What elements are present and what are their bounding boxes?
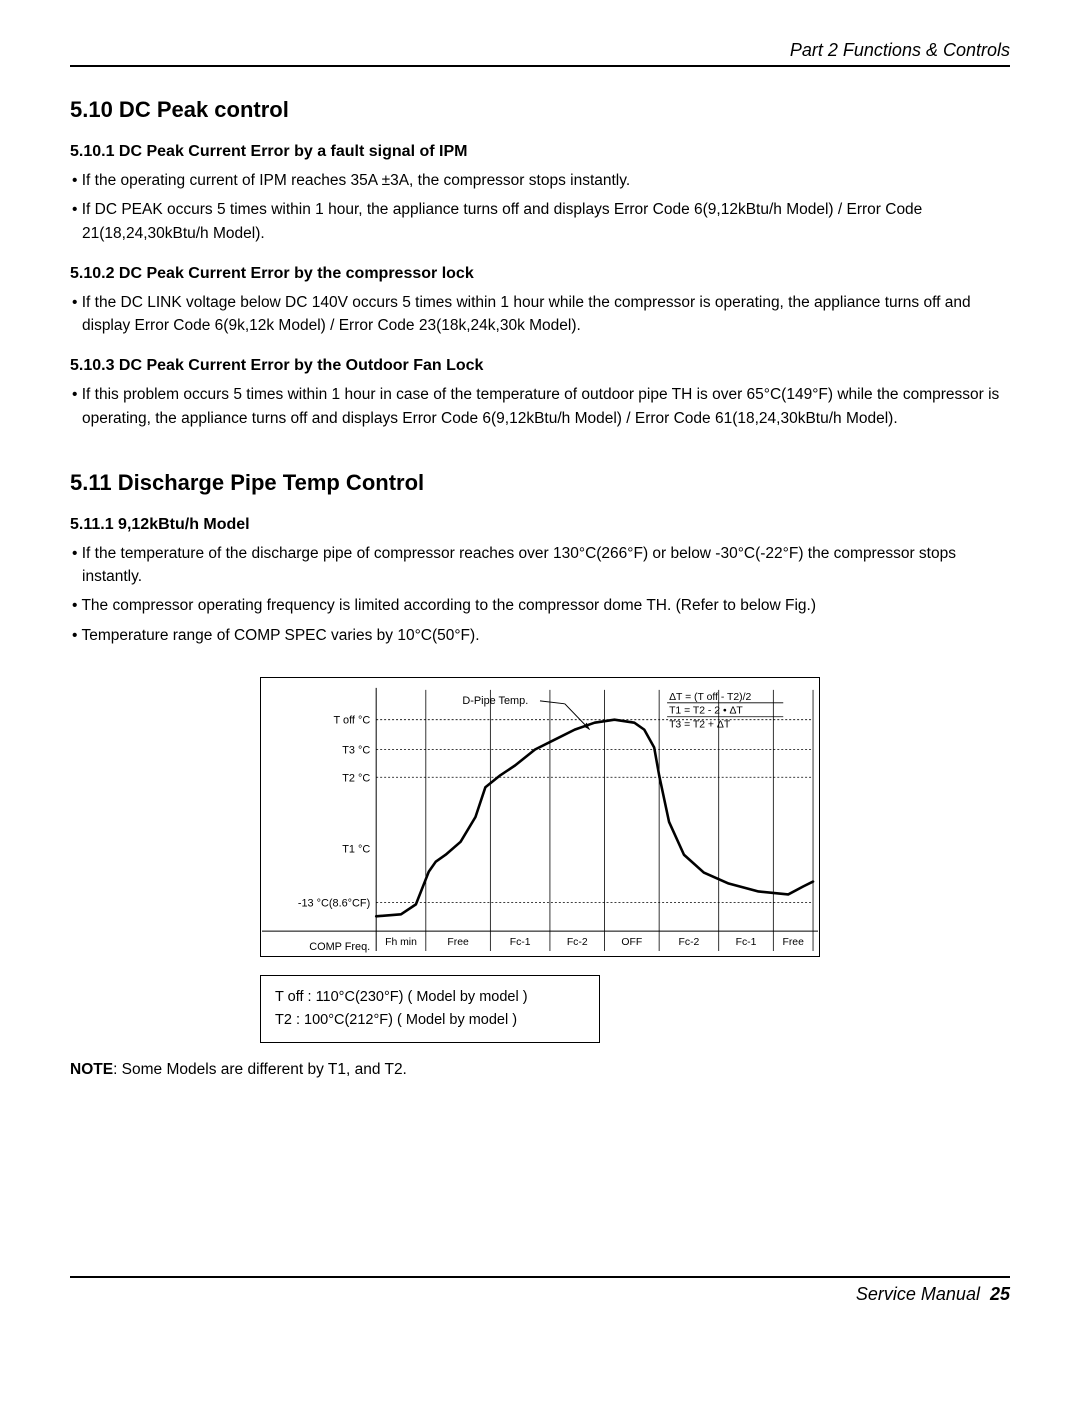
heading-5-10-3: 5.10.3 DC Peak Current Error by the Outd… bbox=[70, 357, 1010, 375]
header-title: Part 2 Functions & Controls bbox=[790, 40, 1010, 60]
svg-text:Fc-1: Fc-1 bbox=[510, 937, 531, 948]
svg-text:COMP Freq.: COMP Freq. bbox=[309, 941, 370, 953]
bullet-text: If the operating current of IPM reaches … bbox=[70, 169, 1010, 192]
heading-5-11: 5.11 Discharge Pipe Temp Control bbox=[70, 470, 1010, 496]
bullet-text: If the DC LINK voltage below DC 140V occ… bbox=[70, 291, 1010, 338]
note-text: : Some Models are different by T1, and T… bbox=[113, 1061, 407, 1078]
heading-5-11-1: 5.11.1 9,12kBtu/h Model bbox=[70, 516, 1010, 534]
svg-text:-13 °C(8.6°CF): -13 °C(8.6°CF) bbox=[298, 897, 370, 909]
svg-text:T1 = T2 - 2 • ΔT: T1 = T2 - 2 • ΔT bbox=[669, 705, 743, 716]
note-box-line: T2 : 100°C(212°F) ( Model by model ) bbox=[275, 1009, 585, 1032]
chart-container: T off °C T3 °C T2 °C T1 °C -13 °C(8.6°CF) COM… bbox=[260, 677, 820, 1043]
heading-5-10: 5.10 DC Peak control bbox=[70, 97, 1010, 123]
page-footer: Service Manual 25 bbox=[70, 1276, 1010, 1305]
note-line: NOTE: Some Models are different by T1, a… bbox=[70, 1061, 1010, 1079]
svg-text:OFF: OFF bbox=[621, 937, 642, 948]
svg-text:T off °C: T off °C bbox=[334, 714, 371, 726]
svg-text:T3 °C: T3 °C bbox=[342, 744, 370, 756]
bullet-text: If DC PEAK occurs 5 times within 1 hour,… bbox=[70, 198, 1010, 245]
svg-text:Free: Free bbox=[447, 937, 469, 948]
note-label: NOTE bbox=[70, 1061, 113, 1078]
bullet-text: If the temperature of the discharge pipe… bbox=[70, 542, 1010, 589]
footer-label: Service Manual bbox=[856, 1284, 980, 1304]
svg-text:Free: Free bbox=[782, 937, 804, 948]
svg-text:ΔT = (T off - T2)/2: ΔT = (T off - T2)/2 bbox=[669, 692, 751, 703]
svg-text:Fh min: Fh min bbox=[385, 937, 417, 948]
svg-text:T2 °C: T2 °C bbox=[342, 772, 370, 784]
footer-page: 25 bbox=[990, 1284, 1010, 1304]
svg-text:T1 °C: T1 °C bbox=[342, 843, 370, 855]
bullet-text: The compressor operating frequency is li… bbox=[70, 594, 1010, 617]
heading-5-10-1: 5.10.1 DC Peak Current Error by a fault … bbox=[70, 143, 1010, 161]
bullet-text: If this problem occurs 5 times within 1 … bbox=[70, 383, 1010, 430]
svg-text:Fc-1: Fc-1 bbox=[736, 937, 757, 948]
svg-text:D-Pipe Temp.: D-Pipe Temp. bbox=[462, 695, 528, 707]
svg-text:Fc-2: Fc-2 bbox=[679, 937, 700, 948]
page-header: Part 2 Functions & Controls bbox=[70, 40, 1010, 67]
chart-note-box: T off : 110°C(230°F) ( Model by model ) … bbox=[260, 975, 600, 1043]
dpipe-temp-chart: T off °C T3 °C T2 °C T1 °C -13 °C(8.6°CF) COM… bbox=[260, 677, 820, 957]
svg-text:Fc-2: Fc-2 bbox=[567, 937, 588, 948]
heading-5-10-2: 5.10.2 DC Peak Current Error by the comp… bbox=[70, 265, 1010, 283]
note-box-line: T off : 110°C(230°F) ( Model by model ) bbox=[275, 986, 585, 1009]
svg-text:T3 = T2 + ΔT: T3 = T2 + ΔT bbox=[669, 719, 731, 730]
bullet-text: Temperature range of COMP SPEC varies by… bbox=[70, 624, 1010, 647]
